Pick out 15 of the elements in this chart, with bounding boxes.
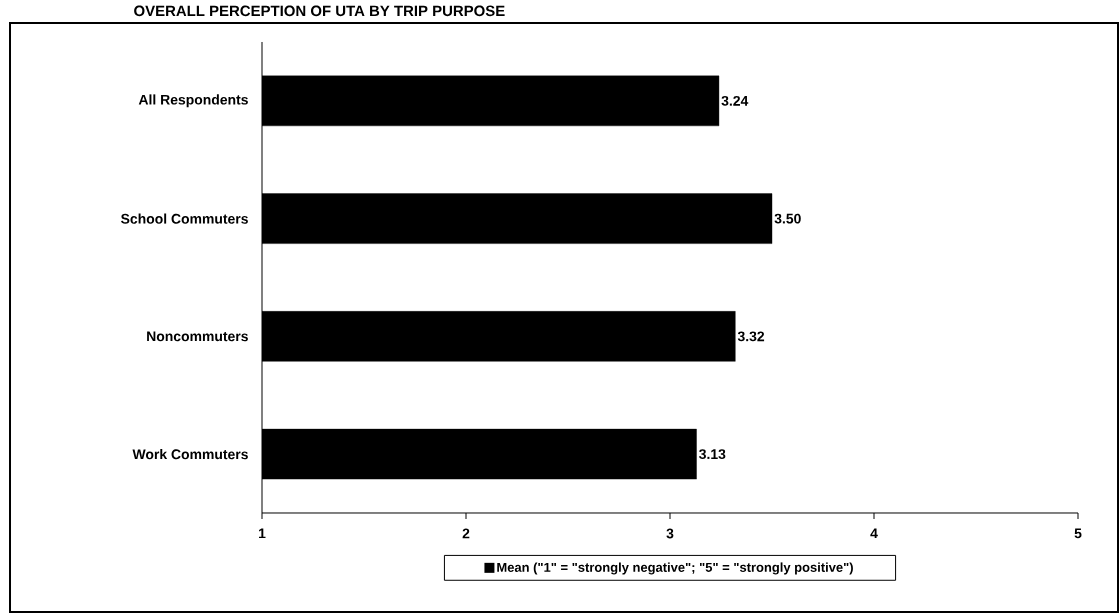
x-tick-label: 2 [462,528,470,539]
legend-label: Mean ("1" = "strongly negative"; "5" = "strongly positive") [497,562,853,575]
data-label: 3.24 [721,95,749,106]
chart-title: OVERALL PERCEPTION OF UTA BY TRIP PURPOSE [134,5,505,17]
y-tick-label: School Commuters [121,213,248,224]
x-tick-label: 5 [1074,528,1082,539]
data-label: 3.13 [699,449,726,460]
y-tick-label: All Respondents [138,94,248,108]
data-label: 3.32 [737,331,765,342]
data-label: 3.50 [774,213,801,224]
x-tick-label: 4 [870,528,878,539]
x-tick-label: 3 [666,528,674,539]
y-tick-label: Noncommuters [147,331,248,342]
x-tick-label: 1 [259,528,266,539]
y-tick-label: Work Commuters [132,448,248,460]
